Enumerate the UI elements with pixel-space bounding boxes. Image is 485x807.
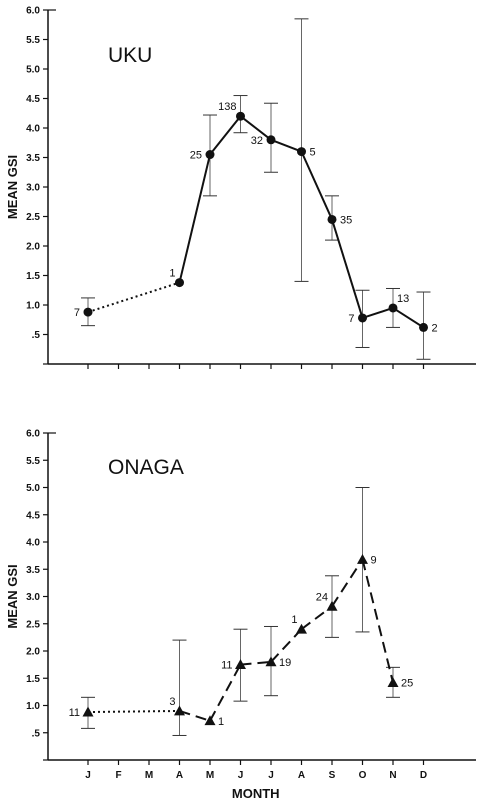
x-tick-label: J	[85, 770, 91, 781]
sample-size-label: 1	[169, 268, 175, 280]
data-point	[327, 214, 337, 224]
data-point	[205, 150, 215, 160]
series-segment	[331, 558, 364, 607]
sample-size-label: 13	[397, 293, 409, 305]
data-point	[419, 322, 428, 332]
data-point	[357, 553, 368, 564]
x-tick-label: J	[268, 770, 274, 781]
y-tick-label: .5	[32, 728, 41, 739]
panel-title: UKU	[108, 44, 152, 67]
y-tick-label: 3.5	[26, 565, 40, 576]
sample-size-label: 1	[291, 614, 297, 626]
x-tick-label: M	[145, 770, 153, 781]
x-tick-label: A	[176, 770, 183, 781]
sample-size-label: 11	[69, 707, 80, 719]
series-segment	[361, 559, 394, 683]
y-tick-label: 5.0	[26, 65, 40, 76]
y-tick-label: 2.5	[26, 619, 40, 630]
y-axis-title: MEAN GSI	[5, 564, 20, 628]
x-tick-label: N	[389, 770, 396, 781]
x-tick-label: M	[206, 770, 214, 781]
y-tick-label: 4.0	[26, 538, 40, 549]
series-segment	[87, 281, 180, 314]
series-segment	[362, 307, 394, 319]
sample-size-label: 1	[218, 716, 224, 728]
y-tick-label: 3.0	[26, 183, 40, 194]
series-segment	[392, 307, 425, 329]
y-tick-label: .5	[32, 330, 41, 341]
panel-title: ONAGA	[108, 456, 184, 479]
y-tick-label: 4.0	[26, 124, 40, 135]
data-point	[296, 623, 307, 634]
sample-size-label: 25	[401, 678, 413, 690]
y-tick-label: 6.0	[26, 429, 40, 440]
data-point	[326, 600, 338, 611]
sample-size-label: 9	[371, 554, 377, 566]
data-point	[174, 705, 185, 716]
series-segment	[179, 709, 211, 722]
y-tick-label: 1.5	[26, 271, 40, 282]
sample-size-label: 25	[190, 150, 202, 162]
data-point	[236, 111, 245, 121]
data-point	[235, 659, 246, 670]
y-tick-label: 5.5	[26, 456, 40, 467]
series-segment	[240, 660, 272, 666]
x-tick-label: J	[238, 770, 244, 781]
y-tick-label: 2.0	[26, 647, 40, 658]
y-axis-title: MEAN GSI	[5, 155, 20, 219]
y-tick-label: 1.0	[26, 701, 40, 712]
series-segment	[300, 605, 333, 630]
panel-uku	[43, 9, 476, 369]
data-point	[82, 706, 94, 717]
sample-size-label: 5	[310, 147, 316, 159]
y-tick-label: 3.5	[26, 153, 40, 164]
data-point	[175, 278, 184, 288]
sample-size-label: 7	[348, 313, 354, 325]
data-point	[266, 135, 276, 145]
y-tick-label: 2.0	[26, 242, 40, 253]
x-tick-label: F	[115, 770, 121, 781]
data-point	[387, 677, 399, 688]
sample-size-label: 19	[279, 657, 291, 669]
series-segment	[331, 219, 364, 319]
sample-size-label: 11	[221, 660, 232, 672]
sample-size-label: 7	[74, 307, 80, 319]
sample-size-label: 3	[169, 696, 175, 708]
x-axis-title: MONTH	[232, 786, 280, 801]
series-segment	[300, 151, 333, 220]
y-tick-label: 1.5	[26, 674, 40, 685]
series-segment	[270, 138, 302, 153]
y-tick-label: 3.0	[26, 592, 40, 603]
sample-size-label: 138	[218, 101, 236, 113]
data-point	[83, 307, 93, 317]
sample-size-label: 24	[316, 591, 328, 603]
sample-size-label: 32	[251, 135, 263, 147]
sample-size-label: 35	[340, 214, 352, 226]
y-tick-label: 2.5	[26, 212, 40, 223]
series-segment	[178, 154, 211, 283]
x-tick-label: A	[298, 770, 305, 781]
data-point	[297, 147, 306, 157]
y-tick-label: 5.5	[26, 35, 40, 46]
series-segment	[87, 709, 180, 714]
y-tick-label: 1.0	[26, 301, 40, 312]
data-point	[358, 313, 367, 323]
data-point	[388, 303, 398, 313]
x-tick-label: D	[420, 770, 427, 781]
series-segment	[209, 664, 242, 722]
series-segment	[239, 115, 272, 141]
data-point	[265, 656, 277, 667]
x-tick-label: O	[359, 770, 367, 781]
series-segment	[209, 115, 242, 156]
x-tick-label: S	[329, 770, 336, 781]
y-tick-label: 4.5	[26, 94, 40, 105]
y-tick-label: 5.0	[26, 483, 40, 494]
y-tick-label: 6.0	[26, 6, 40, 17]
series-segment	[270, 628, 303, 663]
panel-onaga	[43, 432, 476, 765]
data-point	[204, 715, 216, 726]
sample-size-label: 2	[432, 322, 438, 334]
y-tick-label: 4.5	[26, 510, 40, 521]
